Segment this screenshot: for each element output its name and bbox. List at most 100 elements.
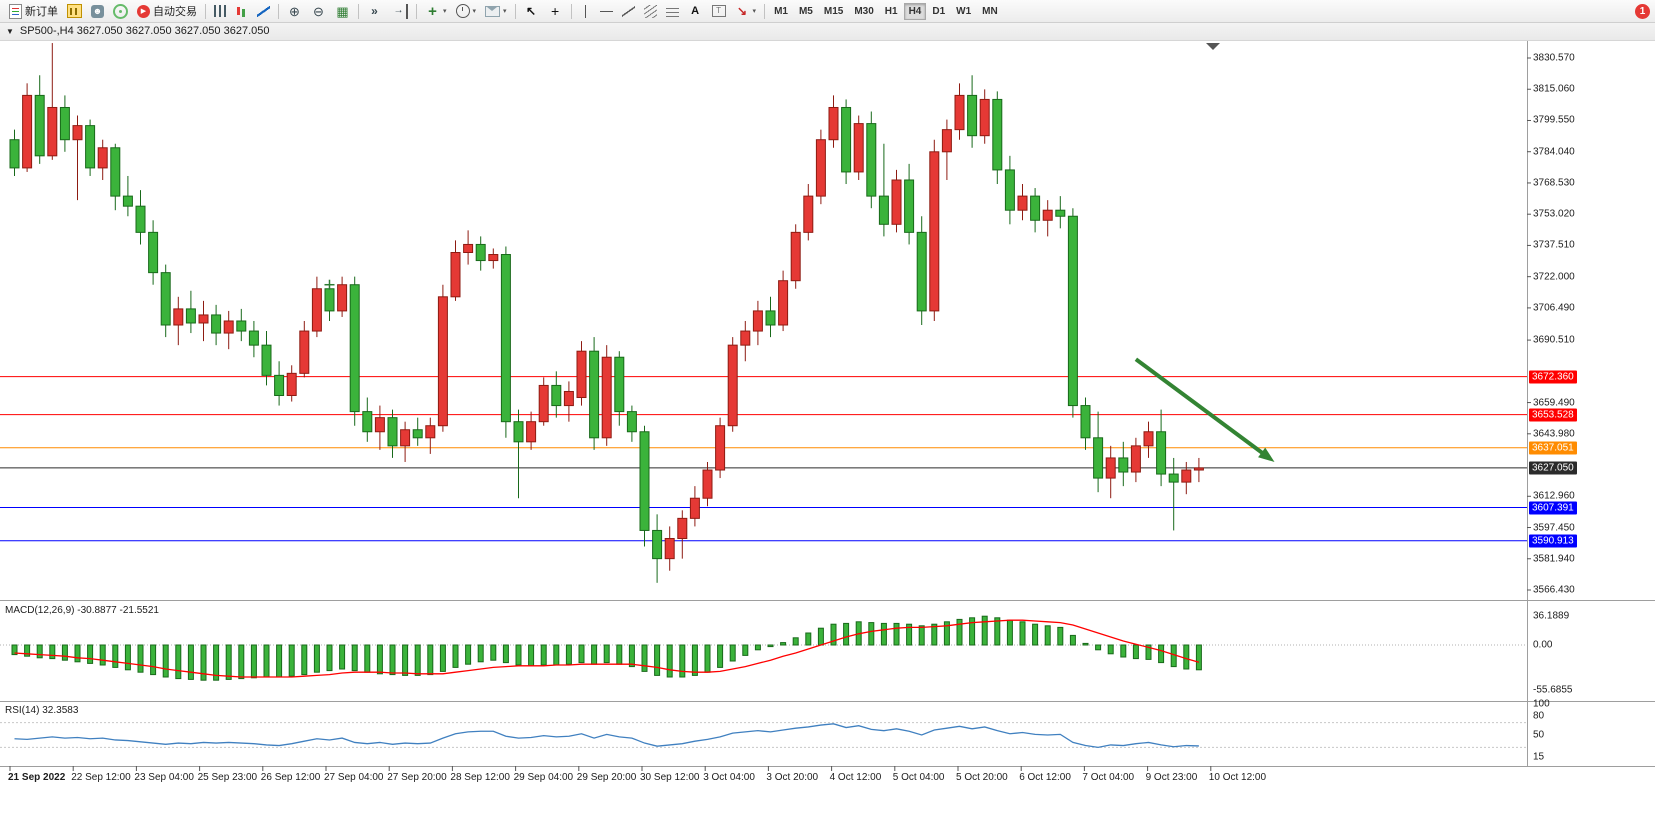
candle-body — [85, 125, 96, 169]
macd-bar — [515, 644, 522, 666]
shapes-button[interactable]: ▾ — [731, 0, 761, 22]
zoom-in-button[interactable] — [283, 0, 306, 22]
candle-body — [715, 425, 726, 471]
toolbar-separator — [570, 3, 572, 19]
candle-body — [211, 314, 222, 334]
crosshair-button[interactable] — [544, 0, 567, 22]
indicators-button-caret[interactable]: ▾ — [443, 8, 447, 15]
indicators-button[interactable]: ▾ — [421, 0, 451, 22]
channel-icon — [643, 4, 657, 18]
macd-bar — [943, 621, 950, 646]
toolbar-separator — [278, 3, 279, 19]
candle-body — [538, 384, 549, 423]
vline-icon — [579, 4, 591, 18]
label-button[interactable] — [708, 0, 730, 22]
candle-body — [866, 123, 877, 197]
indicators-icon — [425, 4, 440, 19]
price-badge-3627.050: 3627.050 — [1529, 461, 1577, 475]
periods-button-caret[interactable]: ▾ — [472, 8, 477, 15]
price-axis-label: 3815.060 — [1533, 83, 1575, 95]
candle-body — [526, 421, 537, 443]
timeframe-m15[interactable]: M15 — [823, 5, 844, 17]
channel-button[interactable] — [640, 0, 661, 22]
timeframe-h1[interactable]: H1 — [884, 5, 898, 17]
macd-bar — [1107, 644, 1114, 655]
trendline-button[interactable] — [618, 0, 639, 22]
candle-body — [1067, 215, 1078, 407]
time-axis-label: 26 Sep 12:00 — [260, 772, 321, 783]
candle-body — [1105, 457, 1116, 479]
community-button[interactable] — [109, 0, 132, 22]
macd-bar — [502, 644, 509, 664]
macd-bar — [679, 644, 686, 678]
zoom-out-button[interactable] — [307, 0, 330, 22]
macd-bar — [477, 644, 484, 663]
auto-scroll-button[interactable] — [363, 0, 386, 22]
candle-body — [34, 94, 45, 157]
bar-chart-button[interactable] — [210, 0, 230, 22]
macd-bar — [1044, 625, 1051, 646]
candle-body — [412, 429, 423, 439]
fibonacci-button[interactable] — [662, 0, 683, 22]
toolbar-separator — [416, 3, 417, 19]
profile-icon — [91, 4, 104, 18]
timeframe-m5[interactable]: M5 — [798, 5, 813, 17]
new-order-button[interactable]: 新订单 — [5, 0, 62, 22]
macd-bar — [868, 622, 875, 646]
candle-body — [311, 288, 322, 332]
macd-bar — [578, 644, 585, 664]
timeframe-mn[interactable]: MN — [982, 5, 998, 17]
candle-chart-button[interactable] — [231, 0, 252, 22]
time-axis-label: 29 Sep 20:00 — [576, 772, 637, 783]
cursor-button[interactable] — [520, 0, 543, 22]
candle-body — [513, 421, 524, 443]
one-click-trading-toggle[interactable]: ▼ — [6, 26, 14, 36]
notifications-badge[interactable]: 1 — [1635, 3, 1650, 19]
chart-shift-marker[interactable] — [1206, 43, 1220, 50]
chart-shift-button[interactable] — [387, 0, 412, 22]
macd-bar — [830, 623, 837, 646]
templates-button-caret[interactable]: ▾ — [503, 8, 507, 15]
text-button[interactable] — [684, 0, 707, 22]
vertical-line-button[interactable] — [576, 0, 595, 22]
timeframe-m1[interactable]: M1 — [774, 5, 788, 17]
market-watch-button[interactable] — [87, 0, 108, 22]
time-axis-label: 27 Sep 20:00 — [387, 772, 447, 783]
macd-bar — [187, 644, 194, 680]
candle-body — [979, 98, 990, 137]
price-axis[interactable]: 3830.570 3815.060 3799.550 3784.040 3768.530… — [1527, 40, 1655, 766]
trend-arrow-head — [1258, 447, 1275, 462]
candle-body — [563, 390, 574, 407]
macd-bar — [994, 617, 1001, 646]
text-icon — [688, 4, 703, 19]
candle-body — [437, 296, 448, 427]
macd-bar — [1183, 644, 1190, 670]
candle-body — [626, 411, 637, 433]
trend-arrow[interactable] — [1134, 357, 1265, 456]
candle-body — [778, 280, 789, 326]
macd-bar — [628, 644, 635, 668]
timeframe-m30[interactable]: M30 — [854, 5, 874, 17]
tile-windows-button[interactable] — [331, 0, 354, 22]
timeframe-d1[interactable]: D1 — [932, 5, 946, 17]
algo-trading-button[interactable]: 自动交易 — [133, 0, 201, 22]
periods-button[interactable]: ▾ — [452, 0, 481, 22]
templates-button[interactable]: ▾ — [481, 0, 511, 22]
shapes-button-caret[interactable]: ▾ — [752, 8, 757, 15]
timeframe-w1[interactable]: W1 — [956, 5, 972, 17]
candle-body — [752, 310, 763, 332]
candle-body — [677, 517, 688, 539]
open-chart-button[interactable] — [63, 0, 86, 22]
macd-bar — [137, 644, 144, 673]
horizontal-line-button[interactable] — [596, 0, 617, 22]
time-axis[interactable]: 21 Sep 2022 22 Sep 12:00 23 Sep 04:00 25 Se… — [0, 768, 1655, 792]
macd-bar — [427, 644, 434, 676]
line-chart-button[interactable] — [253, 0, 274, 22]
time-axis-label: 22 Sep 12:00 — [71, 772, 131, 783]
macd-bar — [351, 644, 358, 672]
macd-bar — [238, 644, 245, 680]
macd-bar — [313, 644, 320, 673]
macd-bar — [767, 644, 774, 648]
timeframe-h4[interactable]: H4 — [903, 2, 927, 20]
